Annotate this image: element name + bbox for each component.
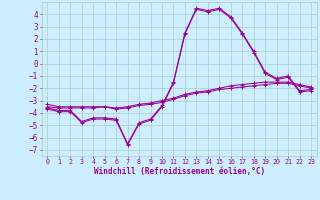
X-axis label: Windchill (Refroidissement éolien,°C): Windchill (Refroidissement éolien,°C) [94,167,265,176]
